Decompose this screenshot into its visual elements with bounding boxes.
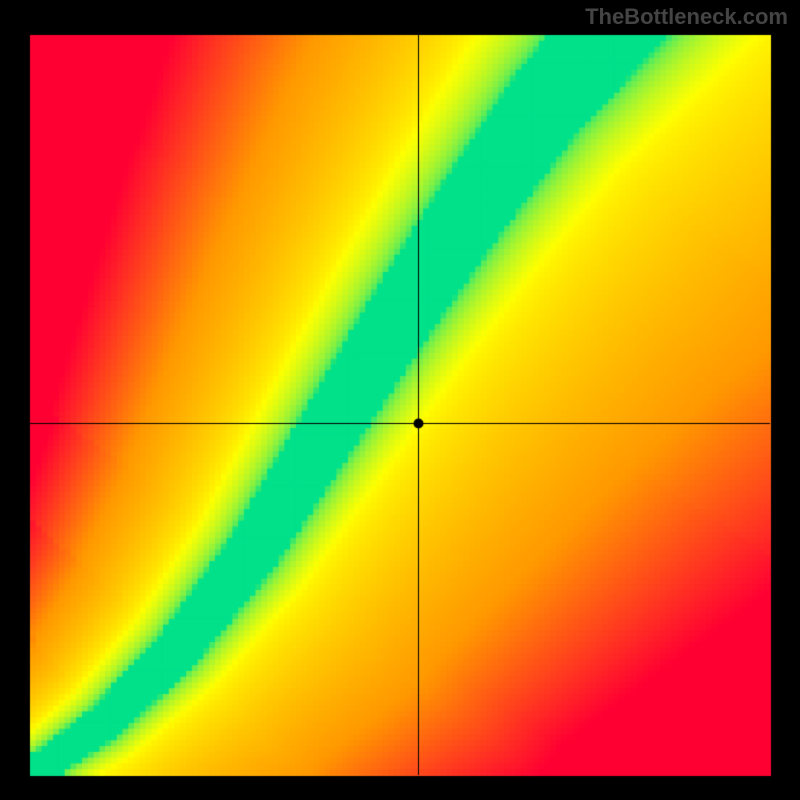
bottleneck-heatmap (0, 0, 800, 800)
chart-container: TheBottleneck.com (0, 0, 800, 800)
attribution-text: TheBottleneck.com (585, 4, 788, 30)
